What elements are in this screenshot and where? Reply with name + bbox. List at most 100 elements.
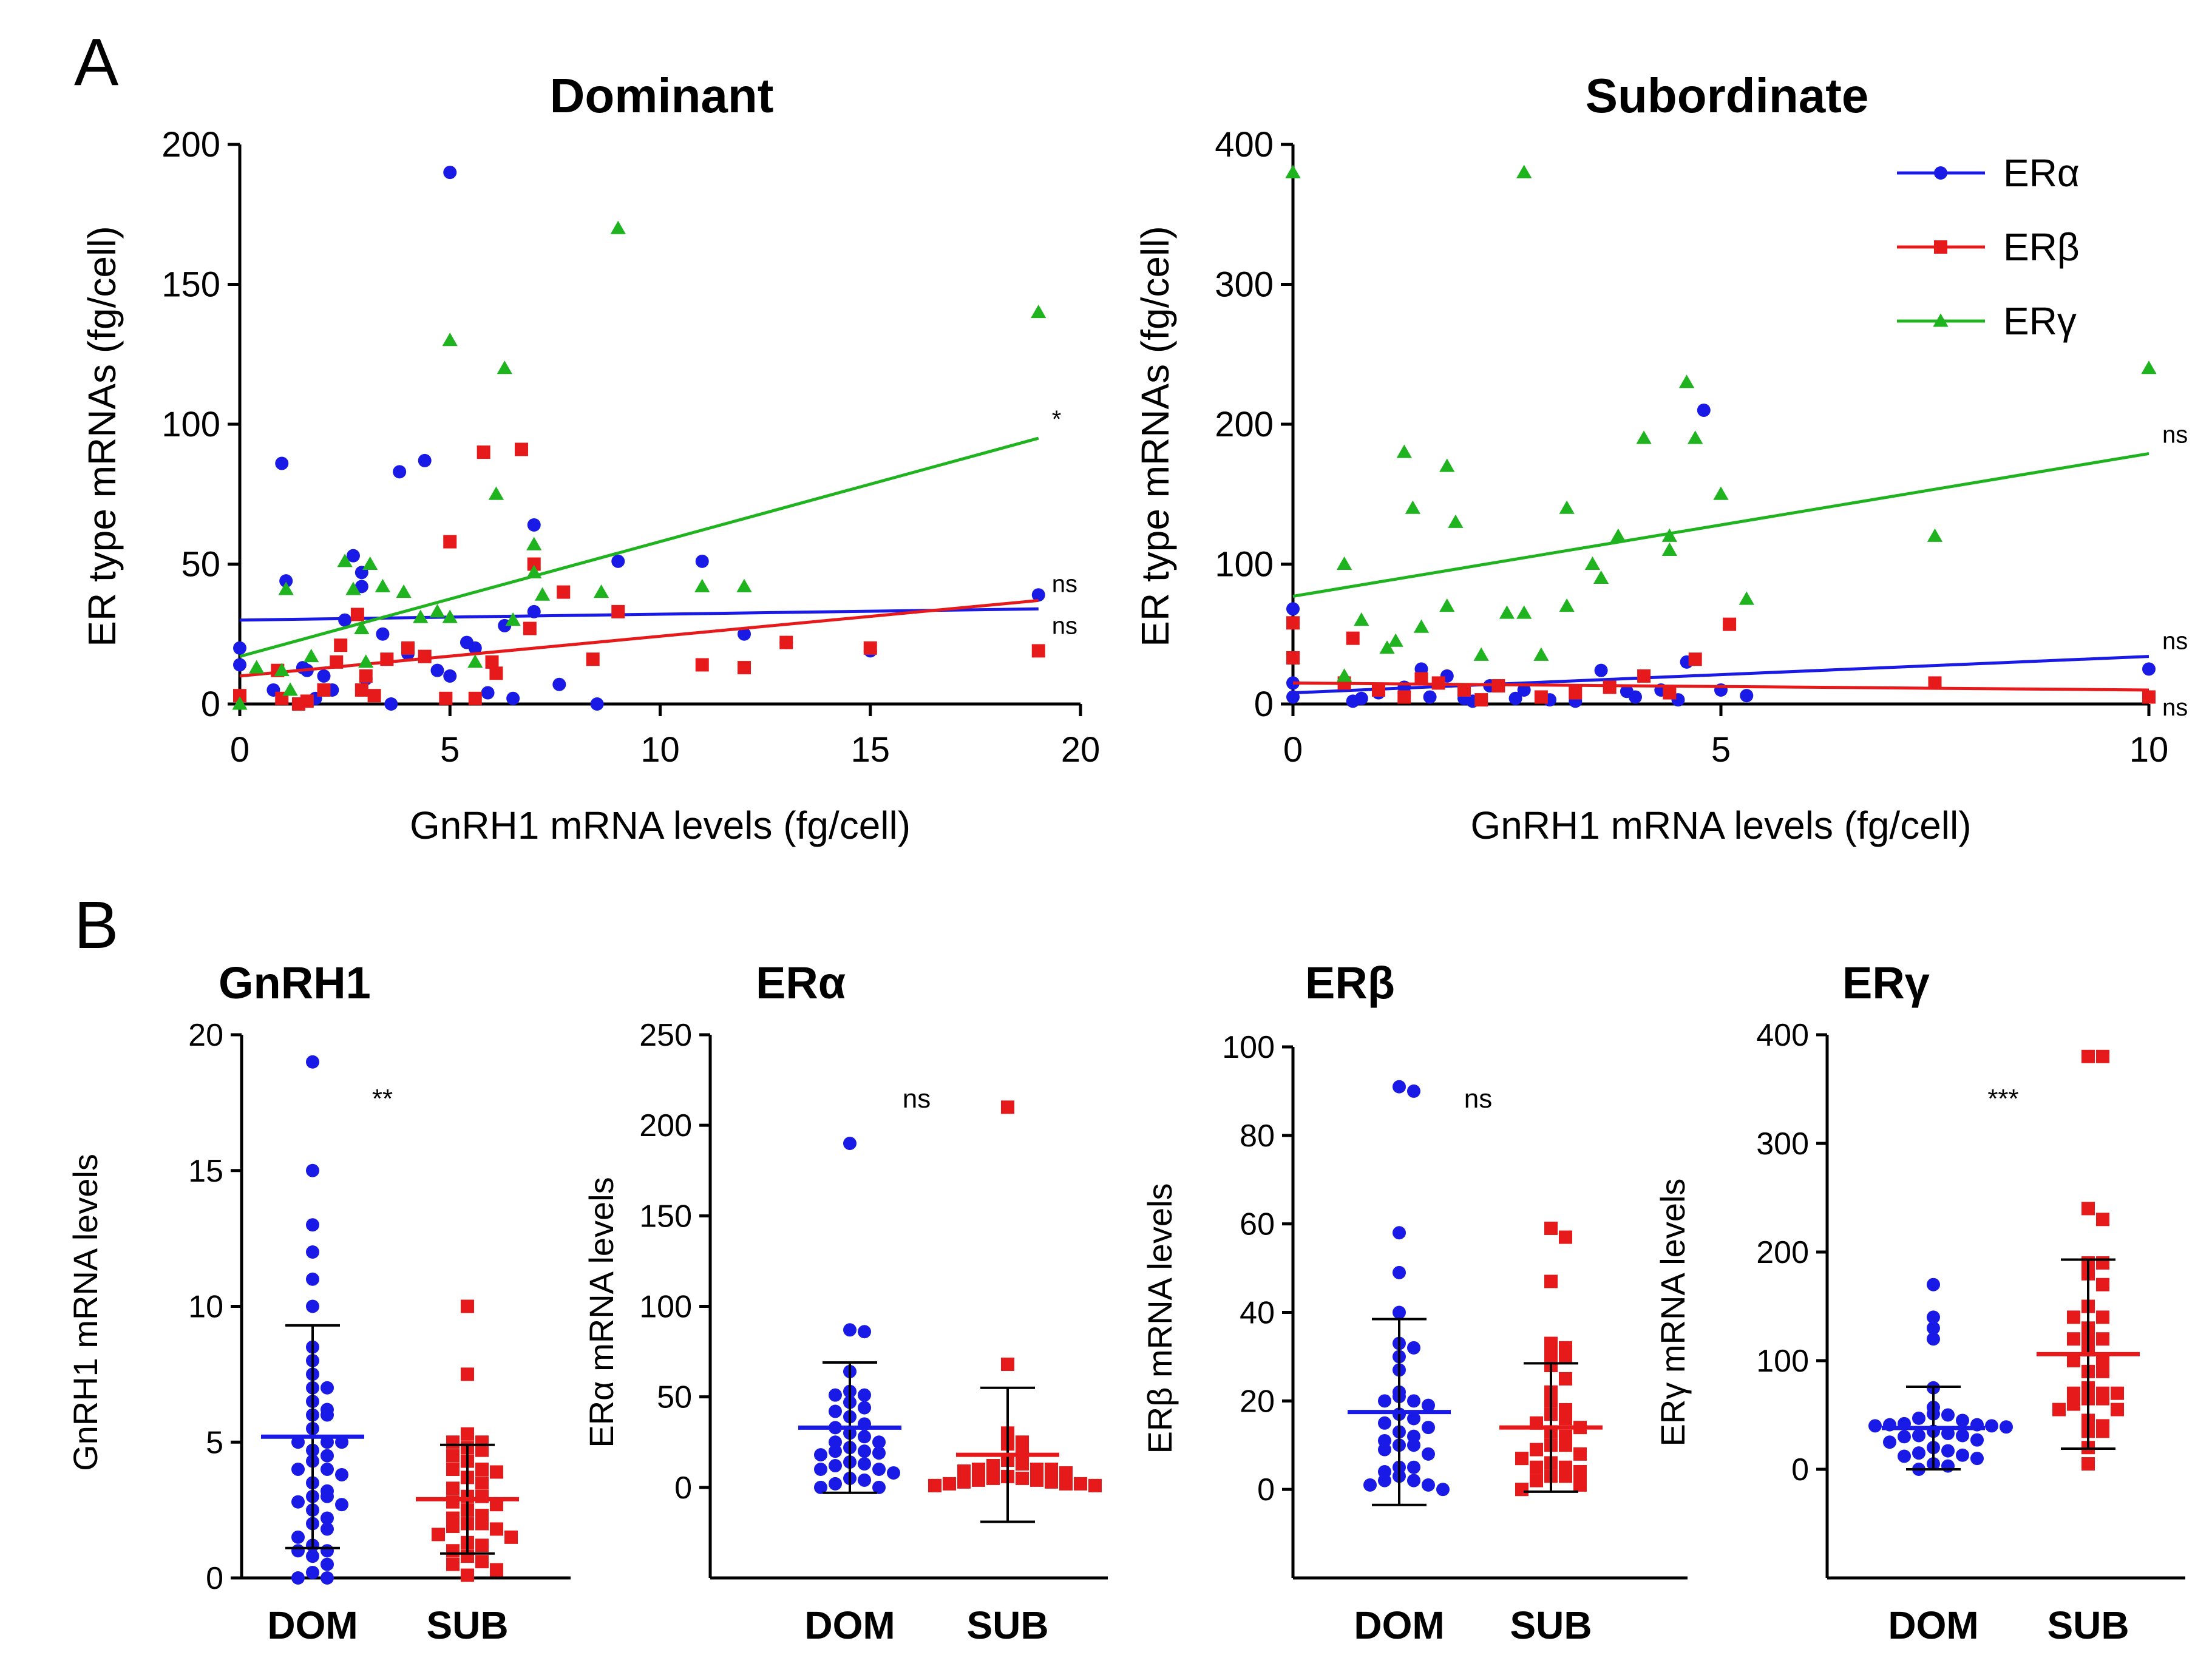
y-tick-label: 400 <box>1215 125 1274 164</box>
y-tick-label: 100 <box>1215 545 1274 584</box>
data-point <box>1030 1473 1043 1487</box>
data-point <box>957 1475 971 1489</box>
trend-annotation: ns <box>1052 570 1077 597</box>
data-point <box>306 1245 319 1259</box>
data-point <box>321 1571 334 1585</box>
data-point <box>814 1480 827 1494</box>
x-tick-label: 10 <box>640 730 680 770</box>
data-point <box>291 1530 305 1544</box>
data-point <box>1688 652 1702 666</box>
x-tick-label: 15 <box>850 730 890 770</box>
scatter-chart-subordinate: Subordinate 0 100 200 300 400 0 5 10 GnRH1 mRNA l… <box>1133 69 2188 847</box>
data-point <box>1031 644 1045 658</box>
data-point <box>1912 1411 1925 1425</box>
data-point <box>1985 1419 1998 1433</box>
data-point <box>2096 1310 2109 1324</box>
data-point <box>306 1272 319 1286</box>
data-point <box>429 604 446 618</box>
category-label: SUB <box>1510 1603 1592 1647</box>
data-point <box>972 1473 985 1487</box>
data-point <box>557 585 571 599</box>
data-point <box>1439 598 1455 612</box>
data-point <box>1474 693 1488 707</box>
data-point <box>1407 1438 1420 1452</box>
data-point <box>355 580 368 594</box>
data-point <box>2067 1397 2080 1411</box>
data-point <box>467 654 483 668</box>
data-point <box>334 638 348 652</box>
x-tick-label: 5 <box>1711 730 1731 770</box>
data-point <box>446 1481 460 1495</box>
data-point <box>694 578 710 592</box>
data-point <box>1001 1357 1014 1371</box>
trend-annotation: ns <box>1052 612 1077 639</box>
data-point <box>1956 1429 1969 1443</box>
data-point <box>1088 1478 1102 1492</box>
data-point <box>887 1466 900 1480</box>
data-point <box>1363 1478 1377 1492</box>
series-ERγ: * <box>232 220 1061 710</box>
chart-title: GnRH1 <box>219 958 371 1008</box>
data-point <box>736 578 752 592</box>
data-point <box>872 1463 886 1476</box>
y-tick-label: 200 <box>1215 405 1274 444</box>
data-point <box>306 1299 319 1313</box>
data-point <box>446 1449 460 1463</box>
trend-line <box>1292 681 2149 692</box>
data-point <box>829 1404 842 1418</box>
y-tick-label: 0 <box>1791 1452 1809 1488</box>
data-point <box>2096 1278 2109 1291</box>
data-point <box>430 663 444 677</box>
data-point <box>1584 556 1601 570</box>
data-point <box>321 1544 334 1558</box>
data-point <box>1636 430 1652 444</box>
data-point <box>1610 528 1626 542</box>
data-point <box>1407 1474 1420 1488</box>
data-point <box>358 654 374 668</box>
data-point <box>418 453 432 467</box>
data-point <box>1346 631 1360 645</box>
chart-title: ERγ <box>1842 958 1930 1008</box>
data-point <box>1740 689 1754 703</box>
data-point <box>1928 676 1942 690</box>
data-point <box>321 1463 334 1476</box>
data-point <box>858 1325 871 1339</box>
data-point <box>345 581 361 595</box>
data-point <box>1533 647 1549 661</box>
data-point <box>468 691 482 705</box>
data-point <box>413 609 429 623</box>
category-label: DOM <box>1888 1603 1978 1647</box>
trend-line <box>239 598 1039 678</box>
data-point <box>418 649 432 663</box>
trend-annotation: ns <box>2162 421 2188 448</box>
group-DOM: DOM <box>798 1137 901 1647</box>
legend-label: ERα <box>2003 151 2080 195</box>
data-point <box>858 1401 871 1415</box>
data-point <box>321 1489 334 1503</box>
data-point <box>2067 1354 2080 1367</box>
significance-annotation: ** <box>372 1084 393 1114</box>
x-axis-label: GnRH1 mRNA levels (fg/cell) <box>410 804 911 847</box>
data-point <box>2096 1392 2109 1406</box>
legend-marker <box>1934 166 1947 180</box>
series-ERγ: ns <box>1285 164 2188 682</box>
data-point <box>279 574 293 588</box>
data-point <box>1941 1408 1955 1422</box>
y-axis-label: GnRH1 mRNA levels <box>66 1154 104 1471</box>
data-point <box>2096 1424 2109 1438</box>
data-point <box>1559 1469 1572 1483</box>
data-point <box>1559 1438 1572 1452</box>
data-point <box>232 696 248 710</box>
dotplot-erbeta: ERβ 0 20 40 60 80 100 ERβ mRNA levels DOM SUB ns <box>1141 958 1688 1647</box>
data-point <box>443 669 457 683</box>
data-point <box>1956 1448 1969 1462</box>
data-point <box>1286 616 1300 630</box>
data-point <box>321 1557 334 1571</box>
data-point <box>2142 662 2156 676</box>
y-tick-label: 200 <box>639 1108 692 1143</box>
data-point <box>485 655 499 669</box>
y-tick-label: 100 <box>1756 1344 1809 1379</box>
data-point <box>274 663 290 677</box>
data-point <box>858 1444 871 1458</box>
data-point <box>1031 304 1047 319</box>
